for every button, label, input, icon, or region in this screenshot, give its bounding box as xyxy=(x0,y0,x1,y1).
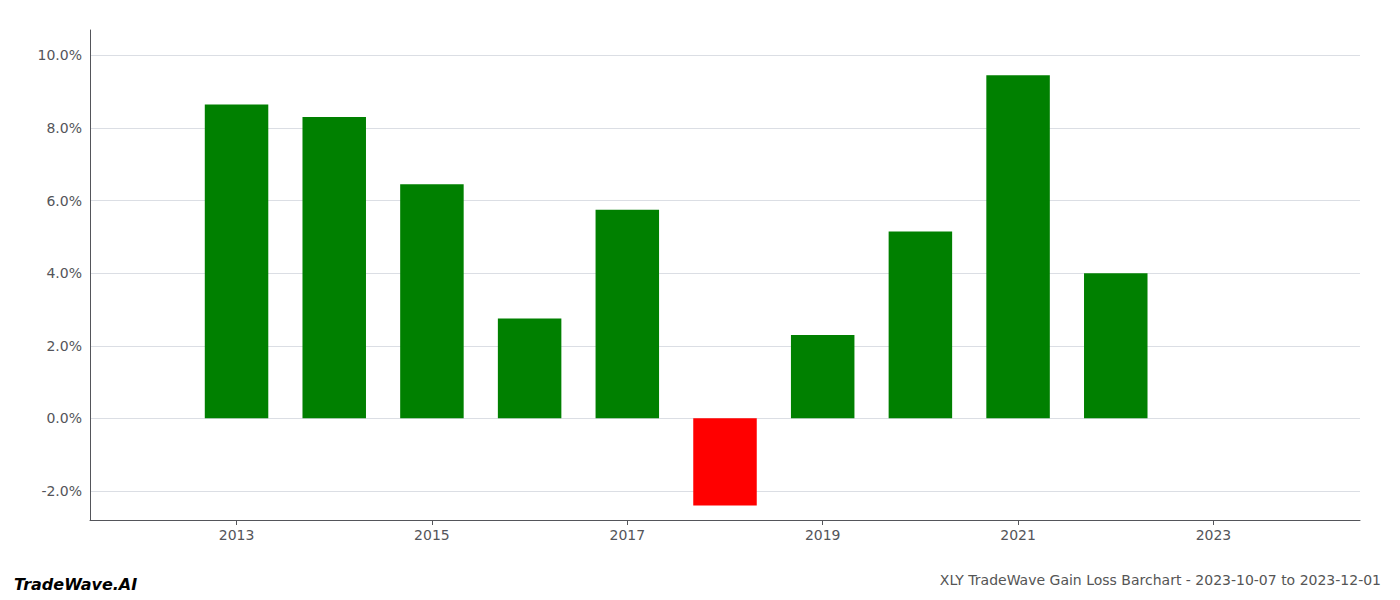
svg-text:8.0%: 8.0% xyxy=(46,120,82,136)
svg-text:2017: 2017 xyxy=(609,527,645,543)
svg-text:2.0%: 2.0% xyxy=(46,338,82,354)
svg-text:XLY TradeWave Gain Loss Barcha: XLY TradeWave Gain Loss Barchart - 2023-… xyxy=(940,572,1381,588)
svg-text:-2.0%: -2.0% xyxy=(41,483,82,499)
svg-text:2013: 2013 xyxy=(219,527,255,543)
svg-text:0.0%: 0.0% xyxy=(46,410,82,426)
svg-text:4.0%: 4.0% xyxy=(46,265,82,281)
svg-text:6.0%: 6.0% xyxy=(46,193,82,209)
svg-text:TradeWave.AI: TradeWave.AI xyxy=(14,575,137,594)
svg-text:2015: 2015 xyxy=(414,527,450,543)
svg-text:2021: 2021 xyxy=(1000,527,1036,543)
svg-text:2023: 2023 xyxy=(1196,527,1232,543)
svg-text:10.0%: 10.0% xyxy=(38,47,82,63)
svg-text:2019: 2019 xyxy=(805,527,841,543)
